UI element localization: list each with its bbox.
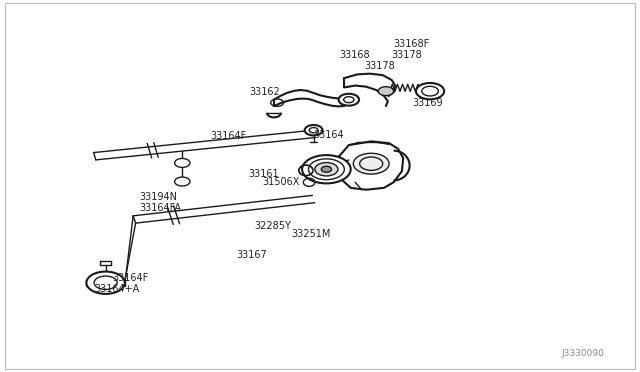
Circle shape <box>416 83 444 99</box>
Text: 33194N: 33194N <box>140 192 177 202</box>
Text: 33167: 33167 <box>237 250 268 260</box>
Circle shape <box>321 166 332 172</box>
Text: 33168: 33168 <box>339 50 370 60</box>
Circle shape <box>315 163 338 176</box>
Circle shape <box>305 125 323 135</box>
Circle shape <box>175 158 190 167</box>
Circle shape <box>353 153 389 174</box>
Text: 33178: 33178 <box>392 50 422 60</box>
Text: 33162: 33162 <box>250 87 280 97</box>
Text: 33164: 33164 <box>314 130 344 140</box>
Circle shape <box>302 155 351 183</box>
Text: 33178: 33178 <box>365 61 396 71</box>
Text: 33251M: 33251M <box>291 230 331 239</box>
Text: 32285Y: 32285Y <box>255 221 292 231</box>
Text: 33161: 33161 <box>248 169 279 179</box>
Text: 33164FA: 33164FA <box>140 203 182 212</box>
Circle shape <box>175 177 190 186</box>
Circle shape <box>86 272 125 294</box>
Text: 33164+A: 33164+A <box>95 285 140 294</box>
Text: 33164F: 33164F <box>112 273 148 283</box>
Text: 33168F: 33168F <box>394 39 430 49</box>
Circle shape <box>339 94 359 106</box>
Text: 33164F: 33164F <box>210 131 246 141</box>
Circle shape <box>378 87 394 96</box>
Text: 31506X: 31506X <box>262 177 300 187</box>
Text: J3330090: J3330090 <box>562 349 605 358</box>
Text: 33169: 33169 <box>413 99 444 108</box>
